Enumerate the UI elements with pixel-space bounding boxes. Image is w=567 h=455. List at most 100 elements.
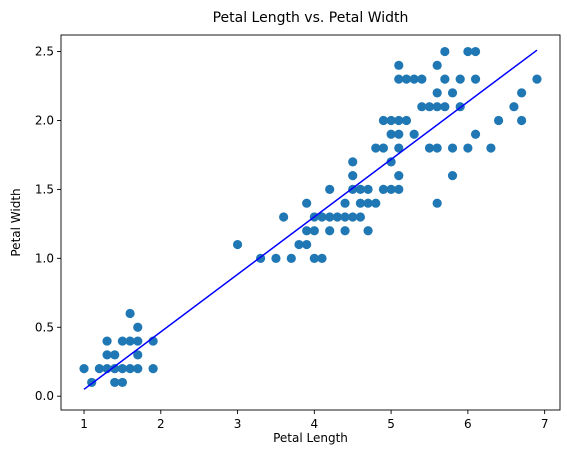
data-point [394,129,404,139]
data-point [424,102,435,112]
data-point [532,74,542,84]
data-point [340,212,350,222]
data-point [355,198,365,208]
data-point [309,253,319,263]
y-axis-label: Petal Width [9,188,23,256]
data-point [102,336,112,346]
data-point [79,364,89,374]
data-point [363,226,373,236]
data-point [417,74,427,84]
x-tick-label: 5 [387,417,395,431]
regression-line-group [83,49,538,390]
x-tick-label: 2 [157,417,165,431]
data-point [517,88,527,98]
data-point [386,157,396,167]
data-point [394,115,404,126]
data-point [424,143,435,153]
data-point [340,226,350,236]
data-point [117,364,128,374]
data-point [470,46,481,57]
data-point [378,115,389,126]
data-point [378,184,389,195]
data-point [440,74,450,84]
y-tick-label: 1.5 [35,182,54,196]
data-point [348,157,358,167]
data-point [325,212,335,222]
data-point [401,115,412,126]
data-point [309,226,319,236]
plot-area: 1 2 3 4 5 6 7 0.0 0.5 1.0 1.5 2.0 2.5 [35,34,561,431]
x-tick-label: 6 [464,417,472,431]
regression-line [83,49,538,390]
data-point [432,102,442,112]
x-tick-label: 7 [541,417,549,431]
data-point [302,226,312,236]
y-tick-label: 0.0 [35,389,54,403]
data-point [371,198,381,208]
data-point [355,184,365,195]
data-point [394,74,404,84]
data-point [279,212,289,222]
data-point [102,350,112,360]
y-tick-label: 2.5 [35,45,54,59]
data-point [302,198,312,208]
data-point [94,364,104,374]
x-axis-ticks: 1 2 3 4 5 6 7 [80,410,548,431]
data-point [110,377,120,388]
data-point [232,239,243,250]
data-point [463,143,473,153]
data-point [125,336,135,346]
data-point [409,129,419,139]
data-point [317,212,327,222]
data-point [110,350,120,360]
data-point [325,226,335,236]
x-tick-label: 4 [311,417,319,431]
y-tick-label: 0.5 [35,320,54,334]
data-point [117,336,128,346]
data-point [133,350,143,360]
data-point [363,184,373,195]
data-point [110,364,120,374]
data-point [470,74,481,84]
data-point [125,308,135,319]
data-point [294,239,304,250]
chart-title: Petal Length vs. Petal Width [213,10,409,26]
data-point [363,198,373,208]
data-point [378,143,389,153]
data-point [470,129,481,139]
data-point [517,115,527,126]
data-point [117,377,128,388]
data-point [401,74,412,84]
data-point [440,46,450,57]
data-point [386,184,396,195]
data-point [355,212,365,222]
y-axis-ticks: 0.0 0.5 1.0 1.5 2.0 2.5 [35,45,61,403]
y-tick-label: 2.0 [35,113,54,127]
data-point [409,74,419,84]
data-point [486,143,496,153]
data-point [271,253,281,263]
data-point [394,171,404,181]
data-point [493,115,504,126]
data-point [332,212,342,222]
data-point [509,102,519,112]
data-point [394,60,404,70]
data-point [386,129,396,139]
data-point [447,171,458,181]
data-point [447,88,458,98]
data-point [455,74,465,84]
data-point [348,171,358,181]
data-point [432,198,442,208]
data-point [440,102,450,112]
data-point [340,198,350,208]
data-point [432,143,442,153]
axes-frame [60,34,561,411]
data-point [133,322,143,332]
x-tick-label: 3 [234,417,242,431]
data-point [317,253,327,263]
data-point [417,102,427,112]
x-axis-label: Petal Length [273,431,348,445]
data-point [148,364,158,374]
